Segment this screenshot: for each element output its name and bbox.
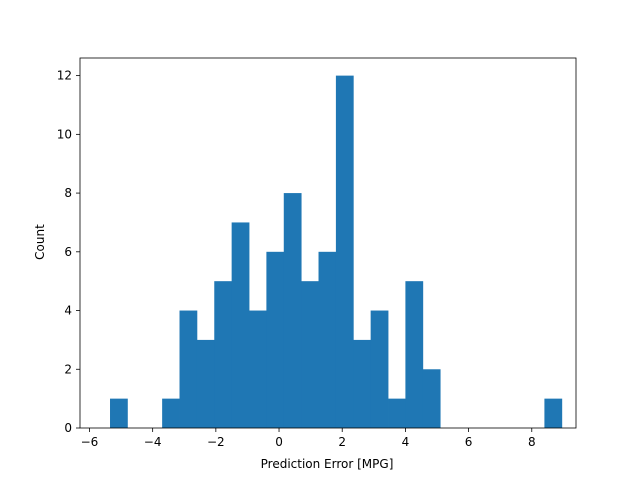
- y-tick-label: 0: [64, 421, 72, 435]
- histogram-bar-25: [544, 398, 563, 428]
- x-axis-ticks: −6 −4 −2 0 2 4 6 8: [81, 428, 536, 449]
- histogram-bar-15: [370, 310, 389, 428]
- histogram-bar-0: [110, 398, 128, 428]
- y-tick-label: 6: [64, 245, 72, 259]
- histogram-bar-9: [266, 251, 285, 428]
- histogram-bar-18: [422, 369, 441, 428]
- x-axis-label: Prediction Error [MPG]: [261, 457, 394, 471]
- x-tick-label: 2: [338, 435, 346, 449]
- x-tick-label: −2: [207, 435, 225, 449]
- histogram-bar-13: [335, 75, 354, 428]
- histogram-bar-4: [179, 310, 198, 428]
- y-tick-label: 2: [64, 362, 72, 376]
- x-tick-label: 4: [402, 435, 410, 449]
- x-tick-label: −6: [81, 435, 99, 449]
- y-tick-label: 4: [64, 304, 72, 318]
- x-tick-label: −4: [144, 435, 162, 449]
- y-tick-label: 10: [57, 127, 72, 141]
- histogram-bar-6: [214, 281, 233, 428]
- histogram-bar-10: [283, 193, 302, 428]
- histogram-bar-5: [196, 339, 215, 428]
- histogram-bar-16: [388, 398, 406, 428]
- histogram-bars: [110, 75, 563, 428]
- x-tick-label: 6: [465, 435, 473, 449]
- histogram-bar-14: [353, 339, 372, 428]
- histogram-bar-7: [231, 222, 250, 428]
- y-axis-label: Count: [33, 224, 47, 260]
- y-tick-label: 12: [57, 69, 72, 83]
- x-tick-label: 0: [275, 435, 283, 449]
- plot-frame: [79, 57, 577, 429]
- histogram-bar-11: [301, 281, 319, 428]
- histogram-bar-3: [162, 398, 180, 428]
- histogram-bar-12: [318, 251, 337, 428]
- histogram-bar-17: [405, 281, 424, 428]
- x-tick-label: 8: [528, 435, 536, 449]
- y-axis-ticks: 0 2 4 6 8 10 12: [57, 69, 80, 435]
- y-tick-label: 8: [64, 186, 72, 200]
- histogram-bar-8: [249, 310, 267, 428]
